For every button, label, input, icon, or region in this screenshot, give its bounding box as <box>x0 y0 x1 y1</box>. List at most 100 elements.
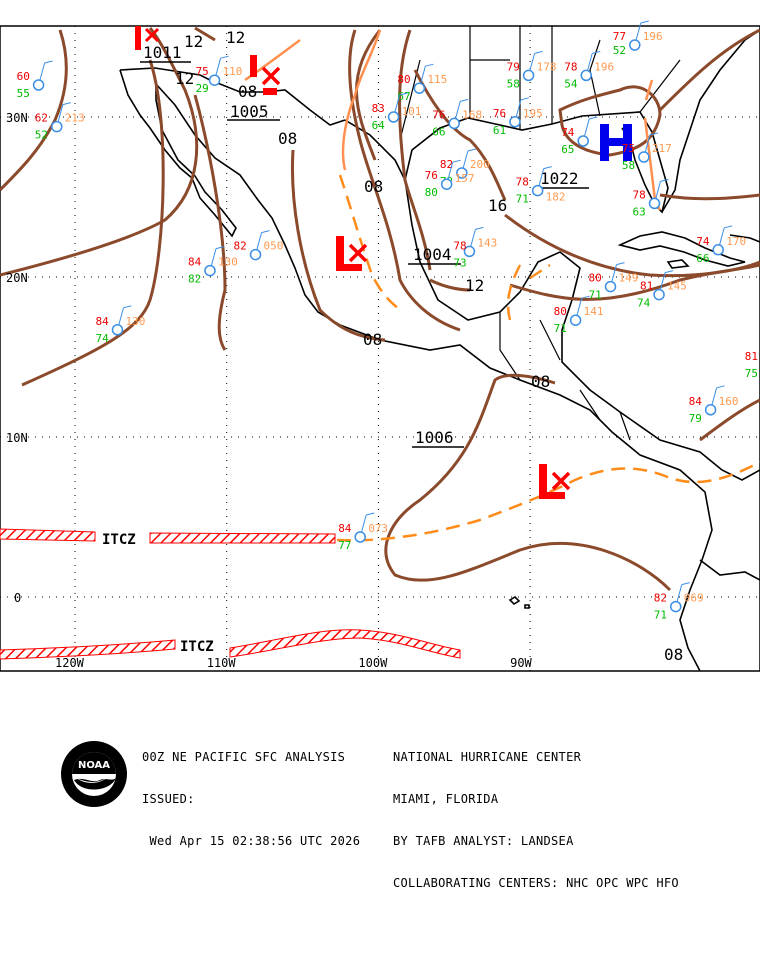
station-circle-icon <box>456 167 468 179</box>
wind-barb-feather <box>640 20 649 24</box>
wind-barb-feather <box>452 159 461 163</box>
itcz-label: ITCZ <box>102 532 136 548</box>
wind-barb-feather <box>724 225 733 229</box>
surface-analysis-map: 30N 20N 10N 0 120W 110W 100W 90W 1011 1005 1004… <box>0 20 760 672</box>
station-circle-icon <box>354 531 366 543</box>
footer-right: NATIONAL HURRICANE CENTER MIAMI, FLORIDA… <box>393 722 679 904</box>
wind-barb-feather <box>660 178 669 182</box>
station-circle-icon <box>669 600 682 613</box>
isobar-label: 12 <box>184 32 203 51</box>
station-dewpoint: 29 <box>196 82 209 95</box>
wind-barb-feather <box>261 230 270 234</box>
station-dewpoint: 65 <box>561 143 574 156</box>
station-temperature: 80 <box>589 272 602 285</box>
station-temperature: 75 <box>196 65 209 78</box>
wind-barb-feather <box>649 132 658 136</box>
central-america-borders <box>499 312 631 441</box>
troughs <box>336 174 760 542</box>
station-temperature: 81 <box>745 350 758 363</box>
wind-barb-feather <box>534 50 543 54</box>
lon-label: 100W <box>358 656 388 670</box>
station-pressure: 115 <box>427 73 447 86</box>
wind-barb-feather <box>716 385 725 389</box>
lat-label: 0 <box>14 591 21 605</box>
station-circle-icon <box>440 178 453 190</box>
station-temperature: 83 <box>372 102 385 115</box>
station-plot: 76 168 66 <box>432 98 482 138</box>
station-pressure: 213 <box>65 112 85 125</box>
station-temperature: 82 <box>440 158 453 171</box>
wind-barb-feather <box>399 92 408 96</box>
station-pressure: 101 <box>402 105 422 118</box>
pressure-centers <box>135 26 632 499</box>
station-dewpoint: 58 <box>622 159 635 172</box>
pressure-label-1011: 1011 <box>143 43 182 62</box>
station-dewpoint: 71 <box>554 322 567 335</box>
station-pressure: 182 <box>546 191 566 204</box>
isobar-label: 08 <box>364 177 383 196</box>
station-plot: 76 195 61 <box>493 97 543 137</box>
station-temperature: 74 <box>696 235 710 248</box>
station-plot: 84 130 82 <box>188 246 238 286</box>
station-pressure: 195 <box>523 107 543 120</box>
axis-labels: 30N 20N 10N 0 120W 110W 100W 90W <box>6 111 533 670</box>
wind-barb-feather <box>123 305 132 309</box>
mexico-central-america-pacific-coast <box>155 83 713 672</box>
station-plot: 80 141 71 <box>554 295 603 335</box>
station-plot: 75 110 29 <box>196 55 242 95</box>
isobar-label: 08 <box>238 82 257 101</box>
pressure-labels: 1011 1005 1004 1006 1022 12 12 12 08 08 … <box>102 28 683 664</box>
wind-barb-feather <box>467 148 476 152</box>
station-pressure: 050 <box>264 240 284 253</box>
station-circle-icon <box>531 184 544 197</box>
station-dewpoint: 64 <box>372 119 386 132</box>
station-pressure: 200 <box>470 158 490 171</box>
station-temperature: 76 <box>493 107 506 120</box>
lat-lon-grid <box>0 26 760 671</box>
us-state-borders <box>399 26 681 141</box>
station-dewpoint: 79 <box>689 412 702 425</box>
station-circle-icon <box>704 404 717 416</box>
station-circle-icon <box>522 69 535 82</box>
station-pressure: 170 <box>726 235 746 248</box>
station-dewpoint: 55 <box>17 87 30 100</box>
station-dewpoint: 61 <box>493 124 506 137</box>
isobar-label: 12 <box>465 276 484 295</box>
station-dewpoint: 73 <box>453 256 466 269</box>
station-pressure: 069 <box>684 592 704 605</box>
station-circle-icon <box>577 135 589 147</box>
station-dewpoint: 82 <box>188 273 201 286</box>
footer-left: 00Z NE PACIFIC SFC ANALYSIS ISSUED: Wed … <box>142 722 360 862</box>
station-plot: 78 182 71 <box>516 166 566 206</box>
station-circle-icon <box>249 248 262 261</box>
low-center <box>250 55 281 95</box>
wind-barb-feather <box>475 226 484 230</box>
center-name: NATIONAL HURRICANE CENTER <box>393 750 582 764</box>
hispaniola <box>729 234 760 243</box>
station-temperature: 74 <box>561 126 575 139</box>
wind-barb-feather <box>592 50 601 54</box>
issued-timestamp: Wed Apr 15 02:38:56 UTC 2026 <box>142 834 361 848</box>
station-plot: 76 157 80 <box>425 159 475 199</box>
pressure-label-1022: 1022 <box>540 169 579 188</box>
station-plot: 84 130 74 <box>95 305 145 345</box>
station-temperature: 80 <box>554 305 567 318</box>
station-dewpoint: 66 <box>696 252 709 265</box>
station-temperature: 84 <box>338 522 352 535</box>
station-plot: 83 101 64 <box>372 92 422 132</box>
wind-barb-feather <box>220 55 229 59</box>
wind-barb-feather <box>215 246 225 250</box>
station-dewpoint: 74 <box>637 297 651 310</box>
station-circle-icon <box>463 245 476 258</box>
station-circle-icon <box>448 117 460 130</box>
isobar-label: 08 <box>278 129 297 148</box>
lat-label: 30N <box>6 111 28 125</box>
low-x-icon <box>551 471 571 491</box>
station-plot: 77 196 52 <box>613 20 663 57</box>
station-temperature: 78 <box>632 188 645 201</box>
station-circle-icon <box>569 314 582 326</box>
station-pressure: 157 <box>455 172 475 185</box>
station-dewpoint: 71 <box>654 609 667 622</box>
station-circle-icon <box>638 151 650 163</box>
lon-label: 120W <box>55 656 85 670</box>
